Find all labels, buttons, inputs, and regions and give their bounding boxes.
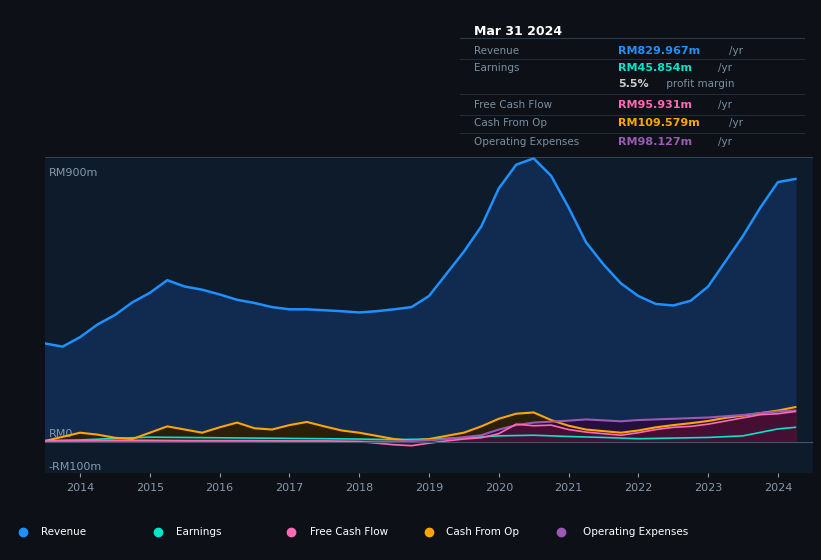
Text: RM900m: RM900m xyxy=(48,168,98,178)
Text: RM829.967m: RM829.967m xyxy=(618,45,700,55)
Text: Free Cash Flow: Free Cash Flow xyxy=(474,100,552,110)
Text: -RM100m: -RM100m xyxy=(48,462,102,472)
Text: Mar 31 2024: Mar 31 2024 xyxy=(474,25,562,38)
Text: /yr: /yr xyxy=(718,100,732,110)
Text: Revenue: Revenue xyxy=(41,527,86,537)
Text: /yr: /yr xyxy=(718,63,732,73)
Text: RM109.579m: RM109.579m xyxy=(618,118,700,128)
Text: /yr: /yr xyxy=(729,118,743,128)
Text: Operating Expenses: Operating Expenses xyxy=(584,527,689,537)
Text: RM45.854m: RM45.854m xyxy=(618,63,692,73)
Text: Cash From Op: Cash From Op xyxy=(474,118,547,128)
Text: Free Cash Flow: Free Cash Flow xyxy=(310,527,388,537)
Text: Revenue: Revenue xyxy=(474,45,519,55)
Text: profit margin: profit margin xyxy=(663,79,734,88)
Text: RM0: RM0 xyxy=(48,429,73,439)
Text: Earnings: Earnings xyxy=(474,63,519,73)
Text: RM98.127m: RM98.127m xyxy=(618,137,692,147)
Text: Earnings: Earnings xyxy=(176,527,221,537)
Text: /yr: /yr xyxy=(729,45,743,55)
Text: Operating Expenses: Operating Expenses xyxy=(474,137,579,147)
Text: RM95.931m: RM95.931m xyxy=(618,100,692,110)
Text: Cash From Op: Cash From Op xyxy=(446,527,519,537)
Text: /yr: /yr xyxy=(718,137,732,147)
Text: 5.5%: 5.5% xyxy=(618,79,649,88)
